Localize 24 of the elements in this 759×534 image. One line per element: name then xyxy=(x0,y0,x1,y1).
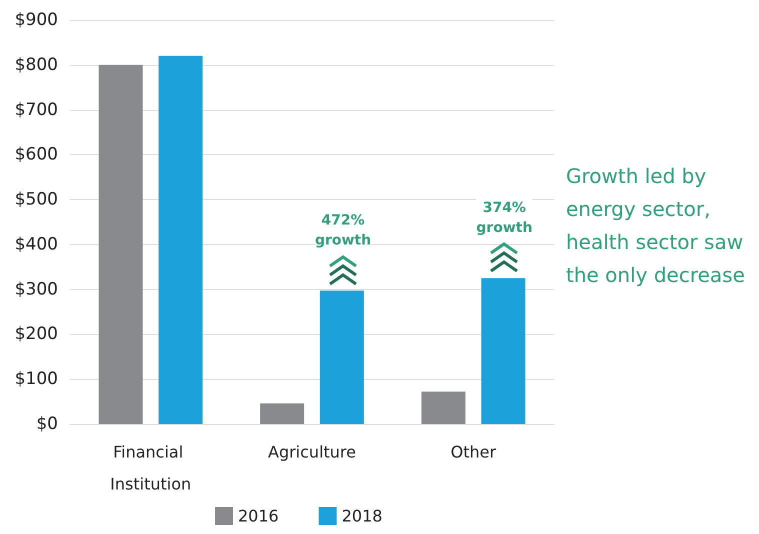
y-tick-label: $200 xyxy=(14,324,58,344)
bar xyxy=(481,278,526,424)
y-tick-label: $600 xyxy=(14,144,58,165)
annotation: 472% growth xyxy=(314,212,372,249)
y-tick-label: $700 xyxy=(14,100,58,120)
bar xyxy=(98,64,143,424)
y-tick-label: $300 xyxy=(14,279,58,300)
legend-label: 2018 xyxy=(342,506,382,526)
bar xyxy=(158,56,203,424)
y-tick-label: $900 xyxy=(14,10,58,30)
x-tick-label: Agriculture xyxy=(268,442,356,462)
bar xyxy=(320,290,364,424)
bar xyxy=(260,403,304,424)
bar xyxy=(421,392,466,424)
annotation: 374% growth xyxy=(476,200,532,236)
y-tick-label: $800 xyxy=(14,54,58,75)
y-tick-label: $100 xyxy=(14,369,58,390)
x-tick-label: Financial Institution xyxy=(110,442,192,494)
y-tick-label: $0 xyxy=(36,414,58,434)
y-tick-label: $400 xyxy=(14,234,58,254)
x-tick-label: Other xyxy=(450,442,496,462)
y-tick-label: $500 xyxy=(14,190,58,210)
text: Growth led by energy sector, health sector saw the only decrease xyxy=(566,163,746,289)
legend-label: 2016 xyxy=(238,506,279,526)
